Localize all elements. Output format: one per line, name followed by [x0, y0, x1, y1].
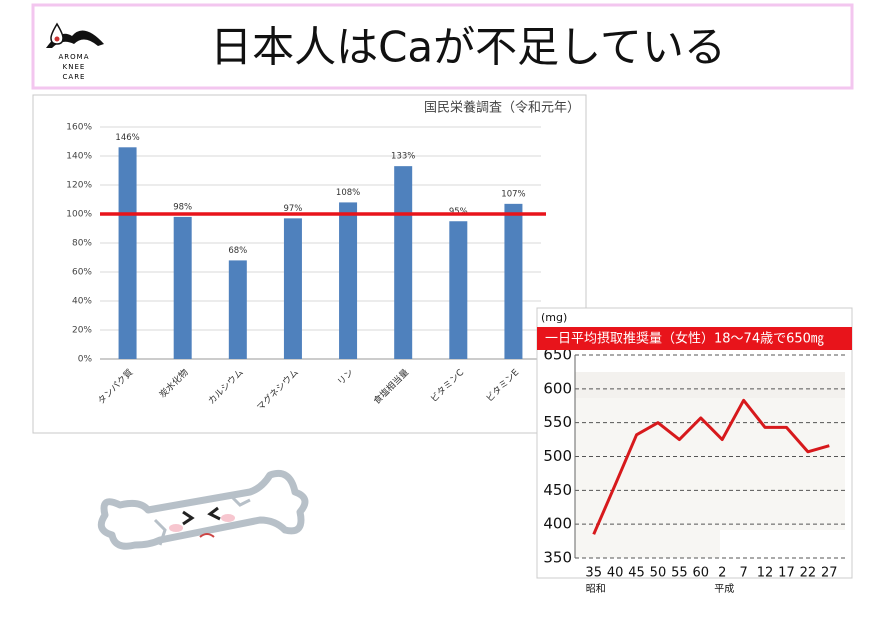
x-group-label: 昭和	[586, 583, 606, 595]
y-axis-label: (mg)	[541, 311, 567, 324]
bar	[228, 260, 247, 359]
y-tick-label: 0%	[78, 355, 93, 365]
data-label: 68%	[228, 246, 247, 256]
y-tick-label: 60%	[72, 268, 92, 278]
x-tick-label: 27	[821, 566, 838, 581]
x-tick-label: 2	[718, 566, 726, 581]
bar	[339, 202, 358, 359]
y-tick-label: 500	[543, 447, 572, 465]
x-tick-label: 55	[671, 566, 688, 581]
band	[720, 530, 845, 558]
y-tick-label: 20%	[72, 326, 92, 336]
annotation-banner	[537, 327, 852, 350]
x-tick-label: 45	[628, 566, 645, 581]
y-tick-label: 550	[543, 413, 572, 431]
x-tick-label: 60	[693, 566, 710, 581]
logo-text: KNEE	[63, 63, 86, 71]
bar	[449, 221, 468, 359]
y-tick-label: 600	[543, 379, 572, 397]
x-tick-label: 35	[585, 566, 602, 581]
data-label: 97%	[283, 204, 302, 214]
annotation: 一日平均摂取推奨量（女性）18〜74歳で650㎎	[545, 331, 824, 347]
x-group-label: 平成	[714, 583, 734, 595]
header-box	[31, 3, 854, 90]
bar	[394, 166, 413, 359]
cheek	[169, 524, 183, 532]
y-tick-label: 80%	[72, 239, 92, 249]
x-tick-label: 7	[739, 566, 747, 581]
bar	[173, 216, 192, 359]
data-label: 108%	[336, 188, 360, 198]
x-tick-label: 22	[800, 566, 817, 581]
y-tick-label: 100%	[66, 210, 92, 220]
y-tick-label: 350	[543, 549, 572, 567]
data-label: 133%	[391, 152, 415, 162]
line	[592, 398, 830, 535]
band	[575, 372, 845, 398]
eyes	[182, 506, 221, 526]
logo-drop	[50, 22, 64, 45]
mouth	[199, 533, 215, 538]
bone-illustration	[97, 469, 309, 550]
bar	[504, 203, 523, 359]
y-tick-label: 450	[543, 481, 572, 499]
x-tick-label: 17	[778, 566, 795, 581]
y-tick-label: 140%	[66, 152, 92, 162]
data-label: 95%	[449, 207, 468, 217]
bar	[283, 218, 302, 359]
bar	[118, 147, 137, 359]
cheek	[221, 514, 235, 522]
y-tick-label: 120%	[66, 181, 92, 191]
bone	[97, 469, 309, 550]
y-tick-label: 160%	[66, 123, 92, 133]
logo-dot	[54, 36, 60, 42]
crack	[153, 493, 251, 546]
slide-title: 日本人はCaが不足している	[210, 23, 726, 72]
logo-text: AROMA	[59, 53, 90, 61]
data-label: 98%	[173, 202, 192, 212]
y-tick-label: 400	[543, 515, 572, 533]
x-tick-label: 12	[757, 566, 774, 581]
data-label: 107%	[501, 189, 525, 199]
line-chart: 350400450500550600650一日平均摂取推奨量（女性）18〜74歳…	[537, 311, 852, 595]
data-label: 146%	[115, 133, 139, 143]
logo-text: CARE	[63, 73, 86, 81]
y-tick-label: 40%	[72, 297, 92, 307]
chart-title: 国民栄養調査（令和元年）	[424, 100, 580, 116]
x-tick-label: 40	[607, 566, 624, 581]
x-tick-label: 50	[650, 566, 667, 581]
